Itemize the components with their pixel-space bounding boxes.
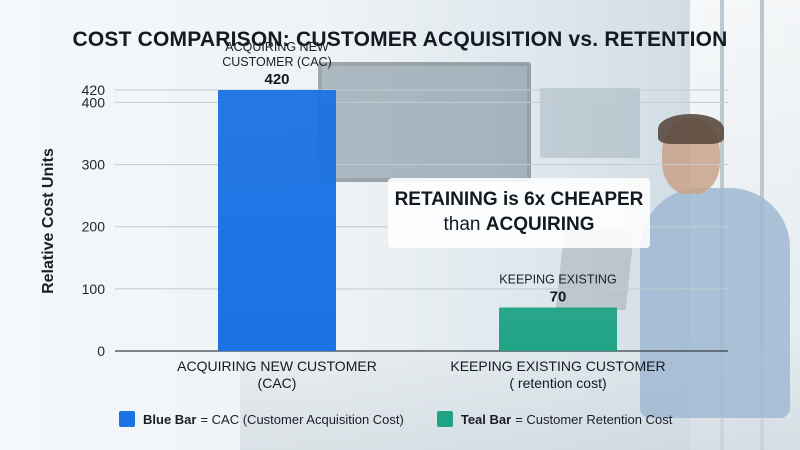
x-category-label: KEEPING EXISTING CUSTOMER: [450, 358, 665, 374]
legend-text-blue: = CAC (Customer Acquisition Cost): [200, 411, 404, 427]
legend-key-blue: Blue Bar: [143, 411, 197, 427]
bar-value-label: 70: [550, 289, 567, 306]
callout-strong-1: RETAINING: [394, 189, 498, 210]
background-monitor: [318, 62, 531, 182]
y-tick-label: 100: [82, 281, 106, 297]
x-category-label: ACQUIRING NEW CUSTOMER: [177, 358, 377, 374]
y-axis-label: Relative Cost Units: [40, 148, 57, 294]
legend-swatch-teal: [436, 411, 453, 427]
bar-1: [499, 307, 617, 351]
y-tick-label: 300: [82, 157, 106, 173]
bar-value-label: 420: [264, 71, 289, 88]
y-tick-label: 420: [82, 82, 106, 98]
bar-0: [218, 90, 336, 351]
x-category-label: ( retention cost): [509, 375, 606, 391]
legend-item-teal: Teal Bar = Customer Retention Cost: [436, 411, 673, 427]
legend-swatch-blue: [119, 411, 135, 427]
callout-strong-2: ACQUIRING: [485, 214, 595, 235]
bar-caption: CUSTOMER (CAC): [222, 55, 332, 69]
legend: Blue Bar = CAC (Customer Acquisition Cos…: [119, 410, 705, 428]
callout-box: RETAINING is 6x CHEAPER than ACQUIRING: [388, 178, 650, 248]
background-chart-panel: [540, 88, 640, 158]
callout-rest-1: is 6x CHEAPER: [497, 189, 644, 210]
bar-caption: ACQUIRING NEW: [225, 40, 329, 54]
y-tick-label: 200: [82, 219, 106, 235]
y-tick-label: 400: [82, 94, 106, 110]
legend-text-teal: = Customer Retention Cost: [515, 411, 673, 427]
legend-item-blue: Blue Bar = CAC (Customer Acquisition Cos…: [119, 411, 404, 427]
y-tick-label: 0: [97, 343, 105, 359]
x-category-label: (CAC): [258, 375, 297, 391]
background-person: [640, 114, 790, 418]
chart-title: COST COMPARISON: CUSTOMER ACQUISITION vs…: [72, 28, 728, 51]
legend-key-teal: Teal Bar: [460, 411, 512, 427]
callout-plain-2: than: [443, 214, 486, 235]
bar-caption: KEEPING EXISTING: [499, 273, 616, 287]
